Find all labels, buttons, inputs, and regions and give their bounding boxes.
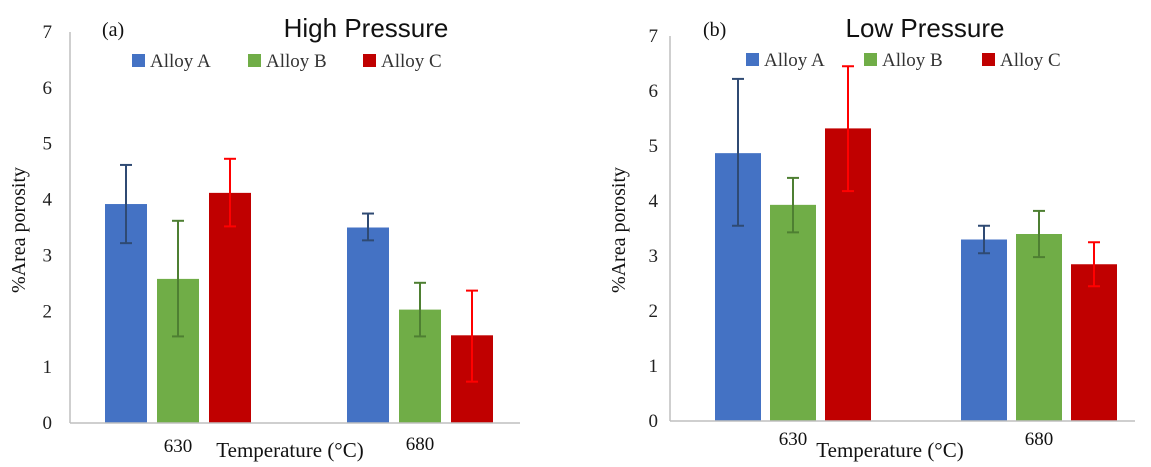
x-category-label: 680	[1025, 429, 1054, 450]
x-category-label: 630	[779, 429, 808, 450]
x-axis-title: Temperature (°C)	[216, 438, 363, 462]
bar-alloy-a-680	[961, 240, 1007, 422]
legend-label: Alloy A	[764, 50, 825, 71]
y-tick-label: 7	[649, 26, 659, 47]
y-tick-label: 0	[43, 413, 53, 434]
y-tick-label: 5	[43, 134, 53, 155]
y-tick-label: 3	[43, 245, 53, 266]
legend: Alloy A Alloy B Alloy C	[746, 50, 1061, 71]
legend-label: Alloy B	[266, 51, 327, 72]
y-axis-title: %Area porosity	[8, 167, 30, 293]
y-tick-label: 2	[43, 301, 53, 322]
legend-swatch	[248, 54, 261, 67]
panel-label: (a)	[102, 19, 124, 41]
y-tick-label: 3	[649, 246, 659, 267]
legend-label: Alloy C	[1000, 50, 1061, 71]
legend-swatch	[132, 54, 145, 67]
chart-panel-b: 0 1 2 3 4 5 6 7 %Area porosity 630 680 Temperature …	[608, 13, 1135, 462]
y-tick-label: 1	[43, 357, 53, 378]
y-tick-label: 6	[43, 78, 53, 99]
y-tick-label: 4	[43, 190, 53, 211]
x-category-label: 680	[406, 434, 435, 455]
legend-swatch	[746, 53, 759, 66]
legend-label: Alloy A	[150, 51, 211, 72]
bar-alloy-a-680	[347, 228, 389, 424]
y-tick-label: 4	[649, 191, 659, 212]
y-tick-label: 0	[649, 411, 659, 432]
bar-alloy-b-680	[1016, 234, 1062, 421]
y-tick-label: 5	[649, 136, 659, 157]
y-axis-title: %Area porosity	[608, 167, 630, 293]
legend: Alloy A Alloy B Alloy C	[132, 51, 442, 72]
legend-label: Alloy C	[381, 51, 442, 72]
y-tick-label: 2	[649, 301, 659, 322]
y-tick-label: 6	[649, 81, 659, 102]
chart-title: Low Pressure	[846, 13, 1005, 43]
legend-swatch	[982, 53, 995, 66]
bar-alloy-c-630	[209, 193, 251, 423]
chart-title: High Pressure	[284, 13, 449, 43]
legend-swatch	[864, 53, 877, 66]
x-category-label: 630	[164, 436, 193, 457]
chart-panel-a: 0 1 2 3 4 5 6 7 %Area porosity 630 680 Temperature …	[8, 13, 520, 462]
y-tick-label: 7	[43, 22, 53, 43]
x-axis-title: Temperature (°C)	[816, 438, 963, 462]
legend-swatch	[363, 54, 376, 67]
bar-alloy-c-680	[1071, 264, 1117, 421]
legend-label: Alloy B	[882, 50, 943, 71]
panel-label: (b)	[703, 19, 726, 41]
bar-alloy-b-630	[770, 205, 816, 421]
y-tick-label: 1	[649, 356, 659, 377]
